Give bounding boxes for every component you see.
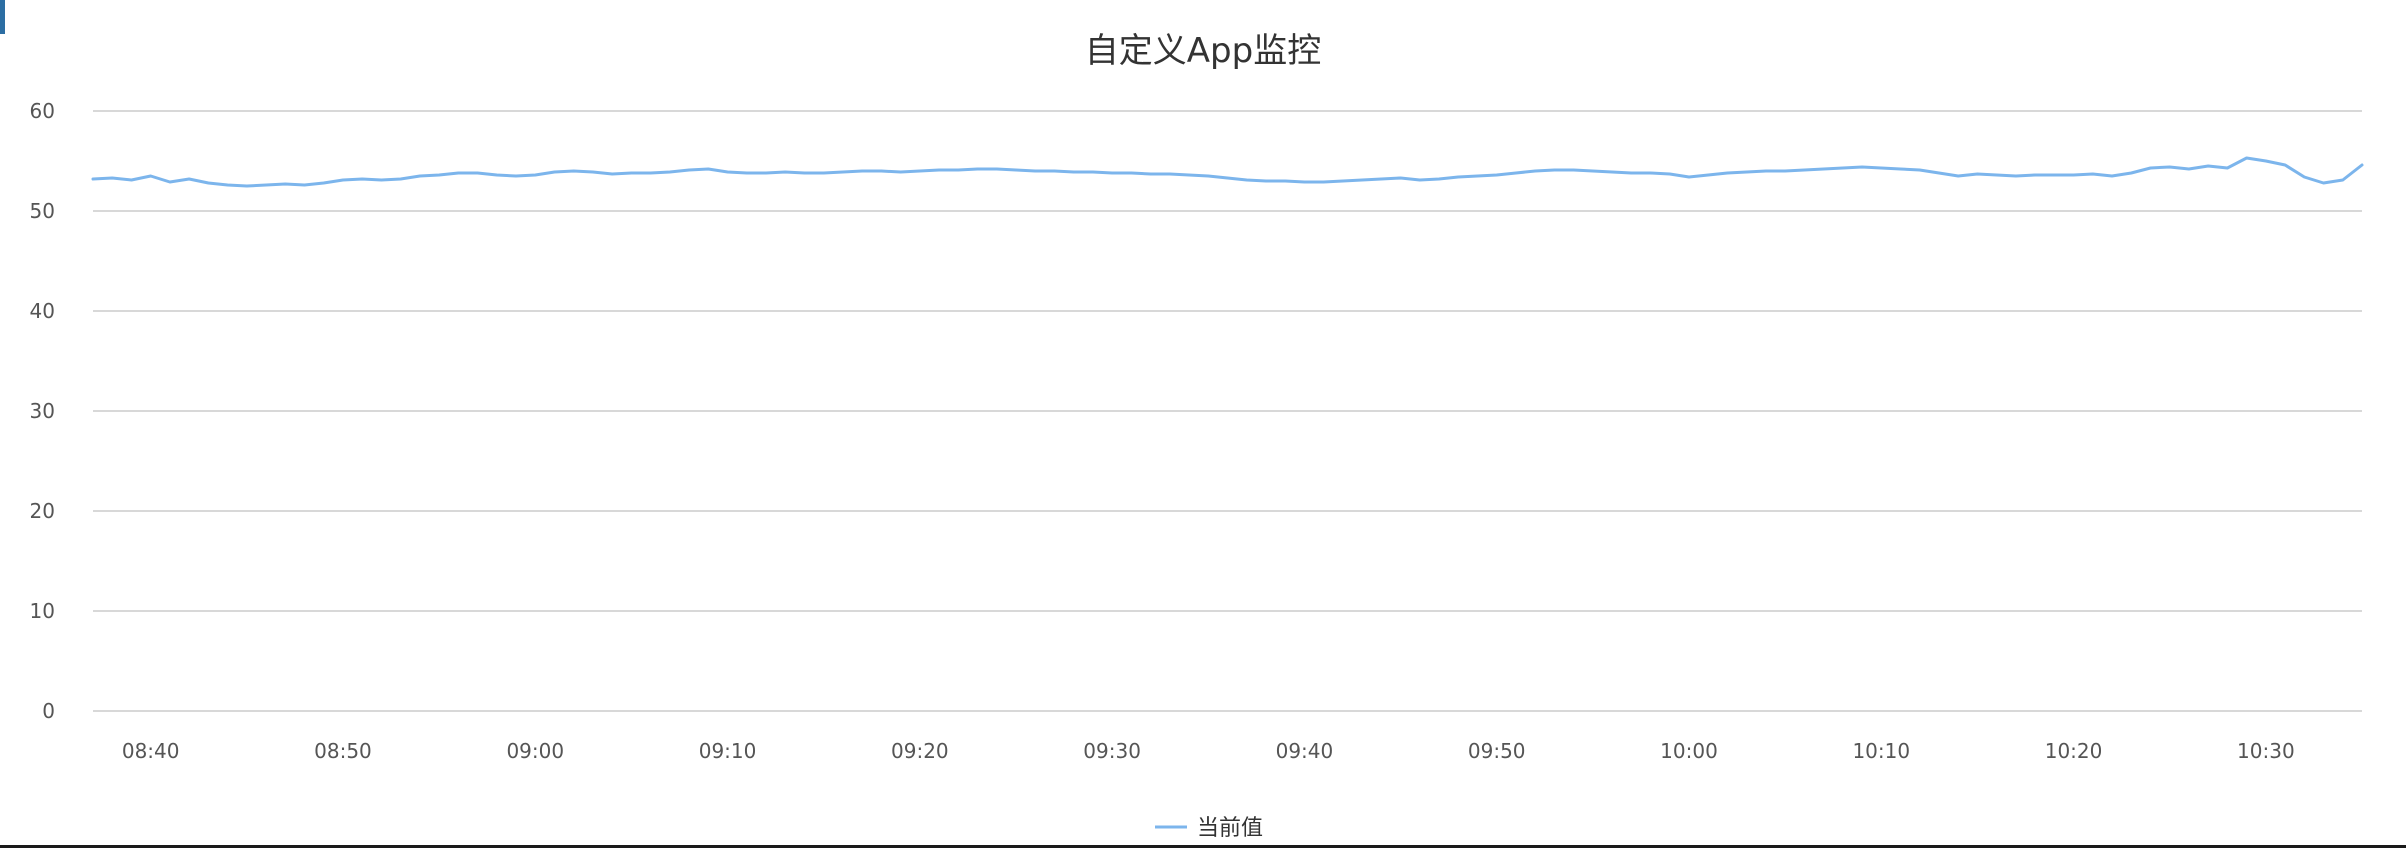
grid-lines [93, 110, 2362, 712]
x-tick-label: 09:40 [1276, 739, 1334, 763]
series-layer [91, 156, 2364, 188]
x-tick-label: 09:20 [891, 739, 949, 763]
chart-title: 自定义App监控 [1085, 31, 1321, 71]
x-axis-labels: 08:40 08:50 09:00 09:10 09:20 09:30 09:40 09:50… [122, 739, 2295, 763]
x-tick-label: 08:40 [122, 739, 180, 763]
x-tick-label: 09:00 [506, 739, 564, 763]
y-tick-label: 60 [30, 99, 55, 123]
x-tick-label: 09:10 [699, 739, 757, 763]
y-tick-label: 10 [30, 599, 55, 623]
left-edge-accent-bar [0, 0, 5, 34]
y-tick-label: 0 [42, 699, 55, 723]
x-tick-label: 09:50 [1468, 739, 1526, 763]
x-tick-label: 08:50 [314, 739, 372, 763]
y-tick-label: 40 [30, 299, 55, 323]
x-tick-label: 10:30 [2237, 739, 2295, 763]
x-tick-label: 10:10 [1852, 739, 1910, 763]
y-tick-label: 50 [30, 199, 55, 223]
x-tick-label: 10:00 [1660, 739, 1718, 763]
legend-label-current-value[interactable]: 当前值 [1197, 816, 1263, 841]
x-tick-label: 10:20 [2045, 739, 2103, 763]
legend[interactable]: 当前值 [1155, 816, 1263, 841]
x-tick-label: 09:30 [1083, 739, 1141, 763]
series-line-current-value[interactable] [91, 156, 2364, 188]
bottom-divider [0, 845, 2406, 848]
y-tick-label: 20 [30, 499, 55, 523]
y-axis-labels: 0 10 20 30 40 50 60 [30, 99, 55, 723]
y-tick-label: 30 [30, 399, 55, 423]
